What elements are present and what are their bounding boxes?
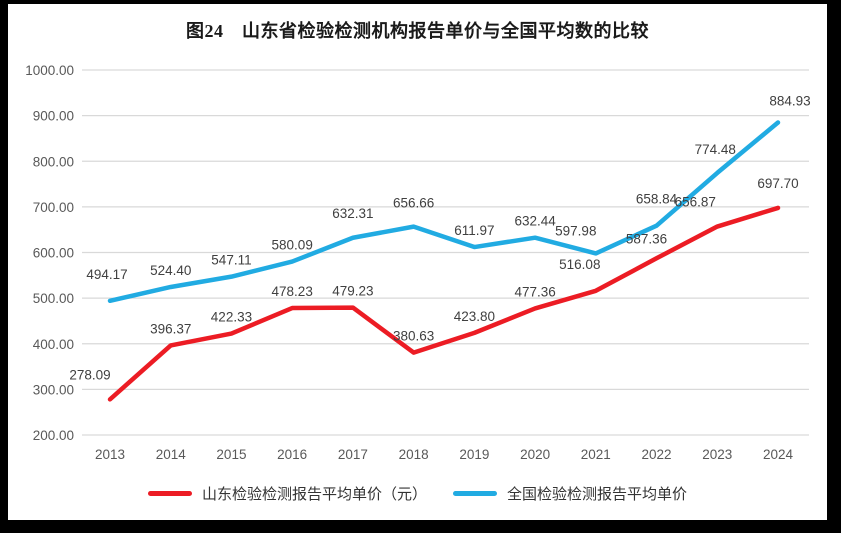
x-axis-tick-label: 2022 [642, 447, 672, 462]
x-axis-tick-label: 2021 [581, 447, 611, 462]
data-label: 396.37 [150, 321, 191, 336]
chart-card: 图24 山东省检验检测机构报告单价与全国平均数的比较 1000.00 900.00… [8, 4, 827, 520]
data-label: 697.70 [757, 176, 798, 191]
data-label: 380.63 [393, 329, 434, 344]
y-axis-tick-label: 600.00 [33, 246, 74, 261]
y-axis-tick-label: 500.00 [33, 291, 74, 306]
data-label: 494.17 [86, 267, 127, 282]
data-label: 423.80 [454, 309, 495, 324]
x-axis-tick-label: 2023 [702, 447, 732, 462]
y-axis-tick-label: 1000.00 [25, 63, 74, 78]
series-line-national [107, 120, 781, 304]
x-axis-tick-label: 2015 [216, 447, 246, 462]
x-axis-tick-label: 2020 [520, 447, 550, 462]
y-axis-tick-label: 200.00 [33, 428, 74, 443]
legend-label-shandong: 山东检验检测报告平均单价（元） [201, 486, 427, 503]
y-axis-tick-label: 700.00 [33, 200, 74, 215]
x-axis-tick-label: 2024 [763, 447, 794, 462]
x-axis-tick-label: 2017 [338, 447, 368, 462]
x-axis-tick-label: 2018 [399, 447, 429, 462]
data-label: 632.31 [332, 206, 373, 221]
y-axis-tick-label: 900.00 [33, 109, 74, 124]
y-axis-tick-label: 300.00 [33, 382, 74, 397]
data-label: 422.33 [211, 310, 252, 325]
data-label: 516.08 [559, 257, 600, 272]
data-label: 524.40 [150, 263, 191, 278]
x-axis-tick-label: 2014 [156, 447, 187, 462]
data-label: 278.09 [69, 367, 110, 382]
legend-label-national: 全国检验检测报告平均单价 [507, 486, 688, 503]
data-label: 658.84 [636, 192, 678, 207]
x-axis-tick-label: 2019 [459, 447, 489, 462]
y-axis-tick-label: 800.00 [33, 154, 74, 169]
data-label: 479.23 [332, 284, 373, 299]
legend-swatch-shandong [147, 491, 192, 496]
legend-swatch-national [453, 491, 497, 496]
chart-title: 图24 山东省检验检测机构报告单价与全国平均数的比较 [186, 21, 649, 41]
data-label: 884.93 [769, 94, 810, 109]
series-line-shandong [107, 205, 781, 402]
legend-item-national: 全国检验检测报告平均单价 [453, 483, 687, 504]
legend-item-shandong: 山东检验检测报告平均单价（元） [147, 483, 427, 504]
data-label: 656.87 [675, 195, 716, 210]
chart-legend: 山东检验检测报告平均单价（元） 全国检验检测报告平均单价 [8, 483, 827, 504]
data-label: 547.11 [211, 253, 251, 268]
data-label: 774.48 [695, 142, 736, 157]
y-axis-tick-label: 400.00 [33, 337, 74, 352]
x-axis-tick-label: 2013 [95, 447, 125, 462]
data-label: 580.09 [272, 238, 313, 253]
data-label: 478.23 [272, 284, 313, 299]
data-label: 656.66 [393, 196, 434, 211]
data-label: 611.97 [454, 223, 494, 238]
data-label: 477.36 [514, 284, 555, 299]
x-axis-tick-label: 2016 [277, 447, 307, 462]
line-chart-plot: 1000.00 900.00 800.00 700.00 600.00 500.00 400… [25, 63, 810, 462]
data-label: 632.44 [514, 214, 556, 229]
data-label: 597.98 [555, 223, 596, 238]
data-label: 587.36 [626, 231, 667, 246]
